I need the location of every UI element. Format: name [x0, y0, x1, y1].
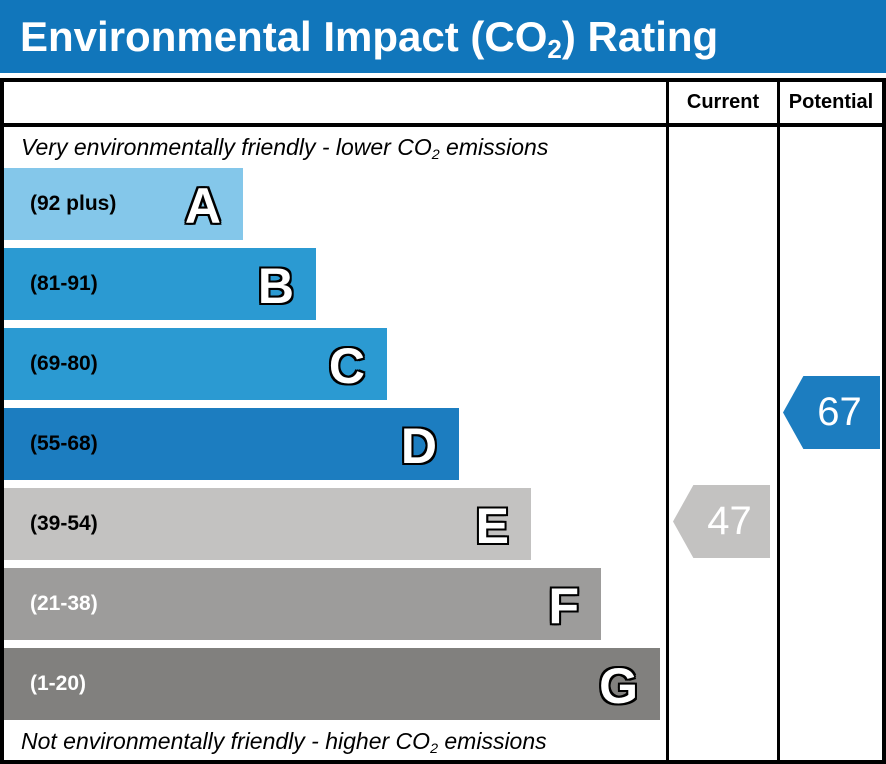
band-range-label-F: (21-38) [30, 592, 98, 615]
top-note: Very environmentally friendly - lower CO… [21, 134, 549, 163]
rating-table: Current Potential Very environmentally f… [0, 78, 886, 764]
band-letter-F: F [548, 578, 579, 634]
potential-rating-value: 67 [817, 390, 862, 434]
current-rating-value: 47 [707, 499, 752, 543]
band-letter-E: E [475, 498, 509, 554]
band-range-label-B: (81-91) [30, 272, 98, 295]
band-range-label-G: (1-20) [30, 672, 87, 695]
potential-column-divider [777, 82, 780, 760]
band-row-F: (21-38) F [4, 568, 601, 640]
current-column-divider [666, 82, 669, 760]
band-row-B: (81-91) B [4, 248, 316, 320]
band-range-label-D: (55-68) [30, 432, 98, 455]
table-header-row: Current Potential [4, 82, 882, 127]
band-row-A: (92 plus) A [4, 168, 243, 240]
co2-subscript: 2 [431, 146, 440, 163]
co2-subscript: 2 [547, 33, 562, 64]
band-letter-C: C [328, 338, 365, 394]
band-letter-A: A [184, 178, 221, 234]
band-row-E: (39-54) E [4, 488, 531, 560]
band-row-C: (69-80) C [4, 328, 387, 400]
band-letter-B: B [257, 258, 294, 314]
bottom-note: Not environmentally friendly - higher CO… [21, 728, 547, 757]
band-range-label-A: (92 plus) [30, 192, 117, 215]
co2-subscript: 2 [430, 740, 438, 757]
band-letter-G: G [599, 658, 638, 714]
band-range-label-E: (39-54) [30, 512, 98, 535]
band-letter-D: D [400, 418, 437, 474]
band-row-G: (1-20) G [4, 648, 660, 720]
column-header-potential: Potential [788, 91, 874, 113]
band-row-D: (55-68) D [4, 408, 459, 480]
column-header-current: Current [686, 91, 760, 113]
page-title: Environmental Impact (CO2) Rating [0, 0, 886, 73]
band-range-label-C: (69-80) [30, 352, 98, 375]
potential-rating-arrow: 67 [783, 376, 880, 449]
current-rating-arrow: 47 [673, 485, 770, 558]
page-title-text: Environmental Impact (CO2) Rating [20, 12, 719, 64]
